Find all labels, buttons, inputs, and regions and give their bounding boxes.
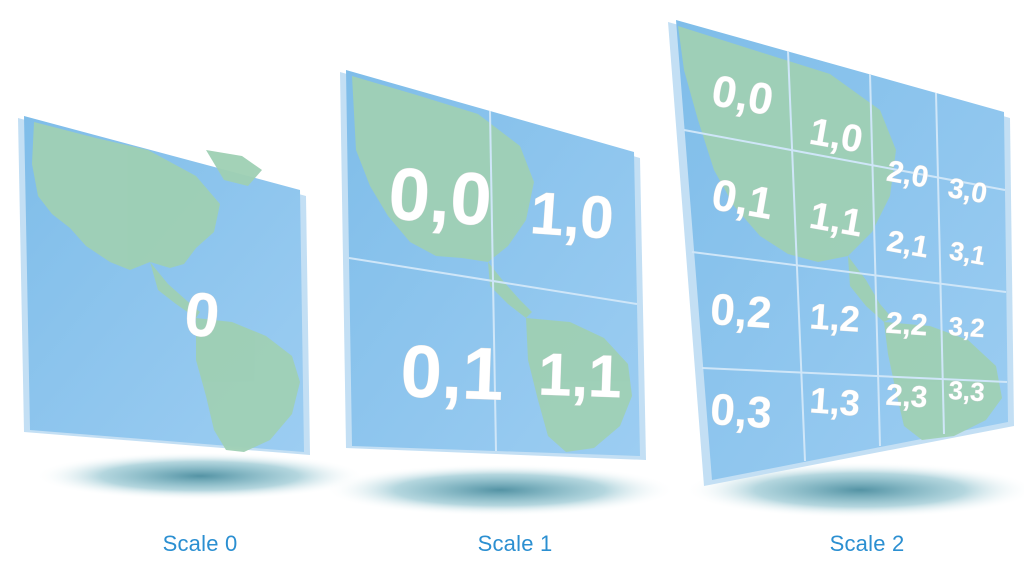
scale-1-tile-label: 0,0 (386, 152, 494, 242)
scale-2-caption: Scale 2 (829, 531, 905, 556)
scale-2-tile-label: 0,2 (709, 285, 773, 338)
greenland-land (206, 150, 262, 186)
scale-2-tile-label: 1,2 (808, 295, 861, 339)
scale-2-tile-label: 3,0 (946, 172, 990, 209)
scale-2-tile-label: 3,1 (947, 235, 988, 271)
north-america-land (32, 122, 220, 270)
scale-2-panel: 0,0 1,0 2,0 3,0 0,1 1,1 2,1 3,1 0,2 1,2 2,2 3,2 0,3 1… (668, 20, 1024, 518)
scale-1-grid (348, 110, 638, 452)
scale-2-tile-label: 0,3 (709, 385, 773, 438)
south-america-land (196, 318, 300, 452)
scale-2-tile-label: 1,1 (806, 195, 865, 246)
scale-2-tile-label: 2,3 (885, 379, 929, 415)
scale-2-tile-label: 0,1 (708, 170, 777, 229)
scale-2-tile-label: 2,1 (884, 225, 931, 265)
scale-1-panel: 0,0 1,0 0,1 1,1 (325, 70, 675, 516)
scale-1-tile-label: 1,0 (528, 179, 616, 252)
scale-2-tile-label: 1,3 (808, 379, 861, 423)
scale-2-tile-label: 2,0 (884, 155, 931, 195)
scale-0-landmass (32, 122, 300, 452)
scale-1-caption: Scale 1 (477, 531, 553, 556)
scale-2-grid (683, 50, 1008, 462)
scale-0-tile-label: 0 (181, 279, 223, 351)
scale-0-shadow (35, 452, 365, 500)
scale-1-tile-label: 1,1 (537, 341, 623, 411)
scale-2-shadow (685, 462, 1024, 518)
scale-1-landmass (352, 76, 632, 452)
central-america-land (150, 262, 200, 318)
scale-0-panel: 0 (18, 116, 365, 500)
central-america-land (488, 262, 532, 318)
scale-1-shadow (325, 464, 675, 516)
north-america-land (352, 76, 534, 262)
north-america-land (678, 26, 896, 262)
scale-2-tile-label: 2,2 (885, 307, 929, 343)
scale-1-tile-label: 0,1 (399, 329, 505, 416)
scale-2-tile-label: 1,0 (806, 111, 865, 162)
south-america-land (526, 318, 632, 452)
scale-2-tile-label: 3,3 (948, 375, 986, 407)
scale-2-tile-label: 0,0 (708, 66, 777, 125)
scale-0-caption: Scale 0 (162, 531, 238, 556)
scale-2-tile-label: 3,2 (948, 311, 986, 343)
